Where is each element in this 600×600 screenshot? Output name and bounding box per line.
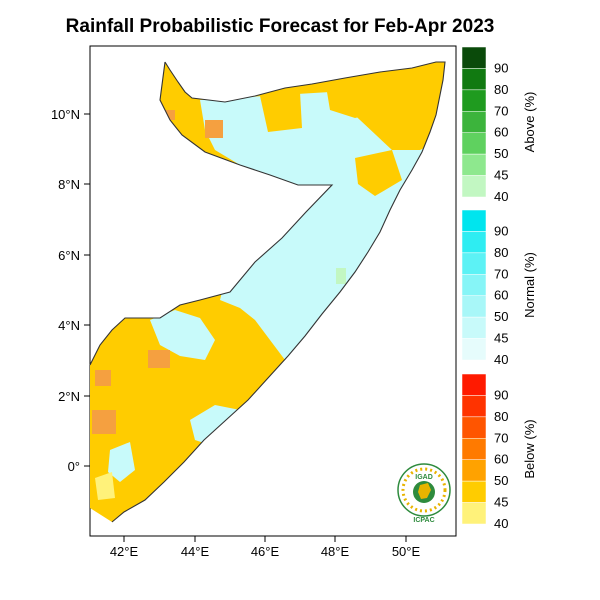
below-legend-swatch — [461, 373, 487, 396]
above-legend-swatch — [461, 175, 487, 198]
below-legend-swatch — [461, 416, 487, 439]
below-45-patch-north-2 — [260, 92, 302, 132]
normal-legend-title: Normal (%) — [522, 252, 537, 318]
below-legend-swatch — [461, 480, 487, 503]
normal-legend-swatch — [461, 274, 487, 296]
legend-above: 90 80 70 60 50 45 40 Above (%) — [461, 46, 537, 204]
normal-legend-level: 50 — [494, 309, 508, 324]
below-45-patch-northeast — [355, 150, 402, 196]
below-50-patch-3 — [92, 410, 116, 434]
below-legend-swatch — [461, 459, 487, 482]
lat-label-2n: 2°N — [58, 389, 80, 404]
below-legend-level: 60 — [494, 452, 508, 467]
below-legend-level: 70 — [494, 430, 508, 445]
legend-normal: 90 80 70 60 50 45 40 Normal (%) — [461, 209, 537, 367]
normal-legend-level: 40 — [494, 352, 508, 367]
normal-legend-level: 80 — [494, 245, 508, 260]
normal-legend-level: 45 — [494, 331, 508, 346]
above-legend-level: 80 — [494, 82, 508, 97]
normal-legend-level: 70 — [494, 266, 508, 281]
below-45-patch-north — [325, 75, 382, 118]
above-legend-title: Above (%) — [522, 92, 537, 153]
normal-40-region-south — [190, 405, 240, 445]
lon-label-50e: 50°E — [392, 544, 421, 559]
normal-40-region-coast — [108, 442, 135, 482]
below-50-patch-2 — [95, 370, 111, 386]
above-legend-swatch — [461, 68, 487, 91]
below-legend-level: 40 — [494, 516, 508, 531]
below-50-patch-5 — [165, 110, 175, 120]
below-50-patch — [205, 120, 223, 138]
logo-bottom-text: ICPAC — [413, 517, 434, 524]
lat-label-6n: 6°N — [58, 248, 80, 263]
normal-legend-swatch — [461, 316, 487, 339]
below-legend-title: Below (%) — [522, 419, 537, 478]
map-title: Rainfall Probabilistic Forecast for Feb-… — [65, 16, 495, 37]
normal-legend-level: 60 — [494, 288, 508, 303]
normal-legend-swatch — [461, 252, 487, 275]
lon-label-48e: 48°E — [321, 544, 350, 559]
icpac-logo: IGAD ICPAC — [397, 463, 451, 524]
below-legend-swatch — [461, 395, 487, 418]
above-legend-level: 45 — [494, 168, 508, 183]
below-legend-level: 80 — [494, 409, 508, 424]
lat-label-8n: 8°N — [58, 177, 80, 192]
normal-legend-level: 90 — [494, 223, 508, 238]
above-legend-swatch — [461, 89, 487, 112]
lat-label-10n: 10°N — [51, 107, 80, 122]
logo-top-text: IGAD — [415, 474, 433, 481]
above-legend-swatch — [461, 132, 487, 155]
lon-axis: 42°E 44°E 46°E 48°E 50°E — [110, 536, 421, 559]
legend-below: 90 80 70 60 50 45 40 Below (%) — [461, 373, 537, 531]
above-legend-level: 50 — [494, 146, 508, 161]
above-legend-level: 70 — [494, 103, 508, 118]
above-legend-level: 60 — [494, 125, 508, 140]
below-40-region — [95, 472, 115, 500]
lat-axis: 10°N 8°N 6°N 4°N 2°N 0° — [51, 107, 90, 474]
below-legend-level: 45 — [494, 495, 508, 510]
normal-legend-swatch — [461, 231, 487, 254]
above-legend-swatch — [461, 46, 487, 69]
lon-label-46e: 46°E — [251, 544, 280, 559]
country-border — [89, 61, 446, 523]
normal-40-region-sw — [150, 310, 215, 360]
lon-label-44e: 44°E — [181, 544, 210, 559]
above-legend-swatch — [461, 153, 487, 176]
normal-legend-swatch — [461, 295, 487, 318]
below-legend-swatch — [461, 502, 487, 525]
above-40-patch — [336, 268, 346, 284]
below-legend-level: 90 — [494, 387, 508, 402]
above-legend-level: 90 — [494, 60, 508, 75]
below-45-patch-northeast-2 — [395, 86, 440, 135]
lon-label-42e: 42°E — [110, 544, 139, 559]
above-legend-level: 40 — [494, 189, 508, 204]
below-50-patch-4 — [148, 350, 170, 368]
normal-legend-swatch — [461, 338, 487, 361]
lat-label-4n: 4°N — [58, 318, 80, 333]
above-legend-swatch — [461, 111, 487, 133]
normal-legend-swatch — [461, 209, 487, 232]
below-legend-swatch — [461, 438, 487, 460]
below-legend-level: 50 — [494, 473, 508, 488]
lat-label-0: 0° — [68, 459, 80, 474]
